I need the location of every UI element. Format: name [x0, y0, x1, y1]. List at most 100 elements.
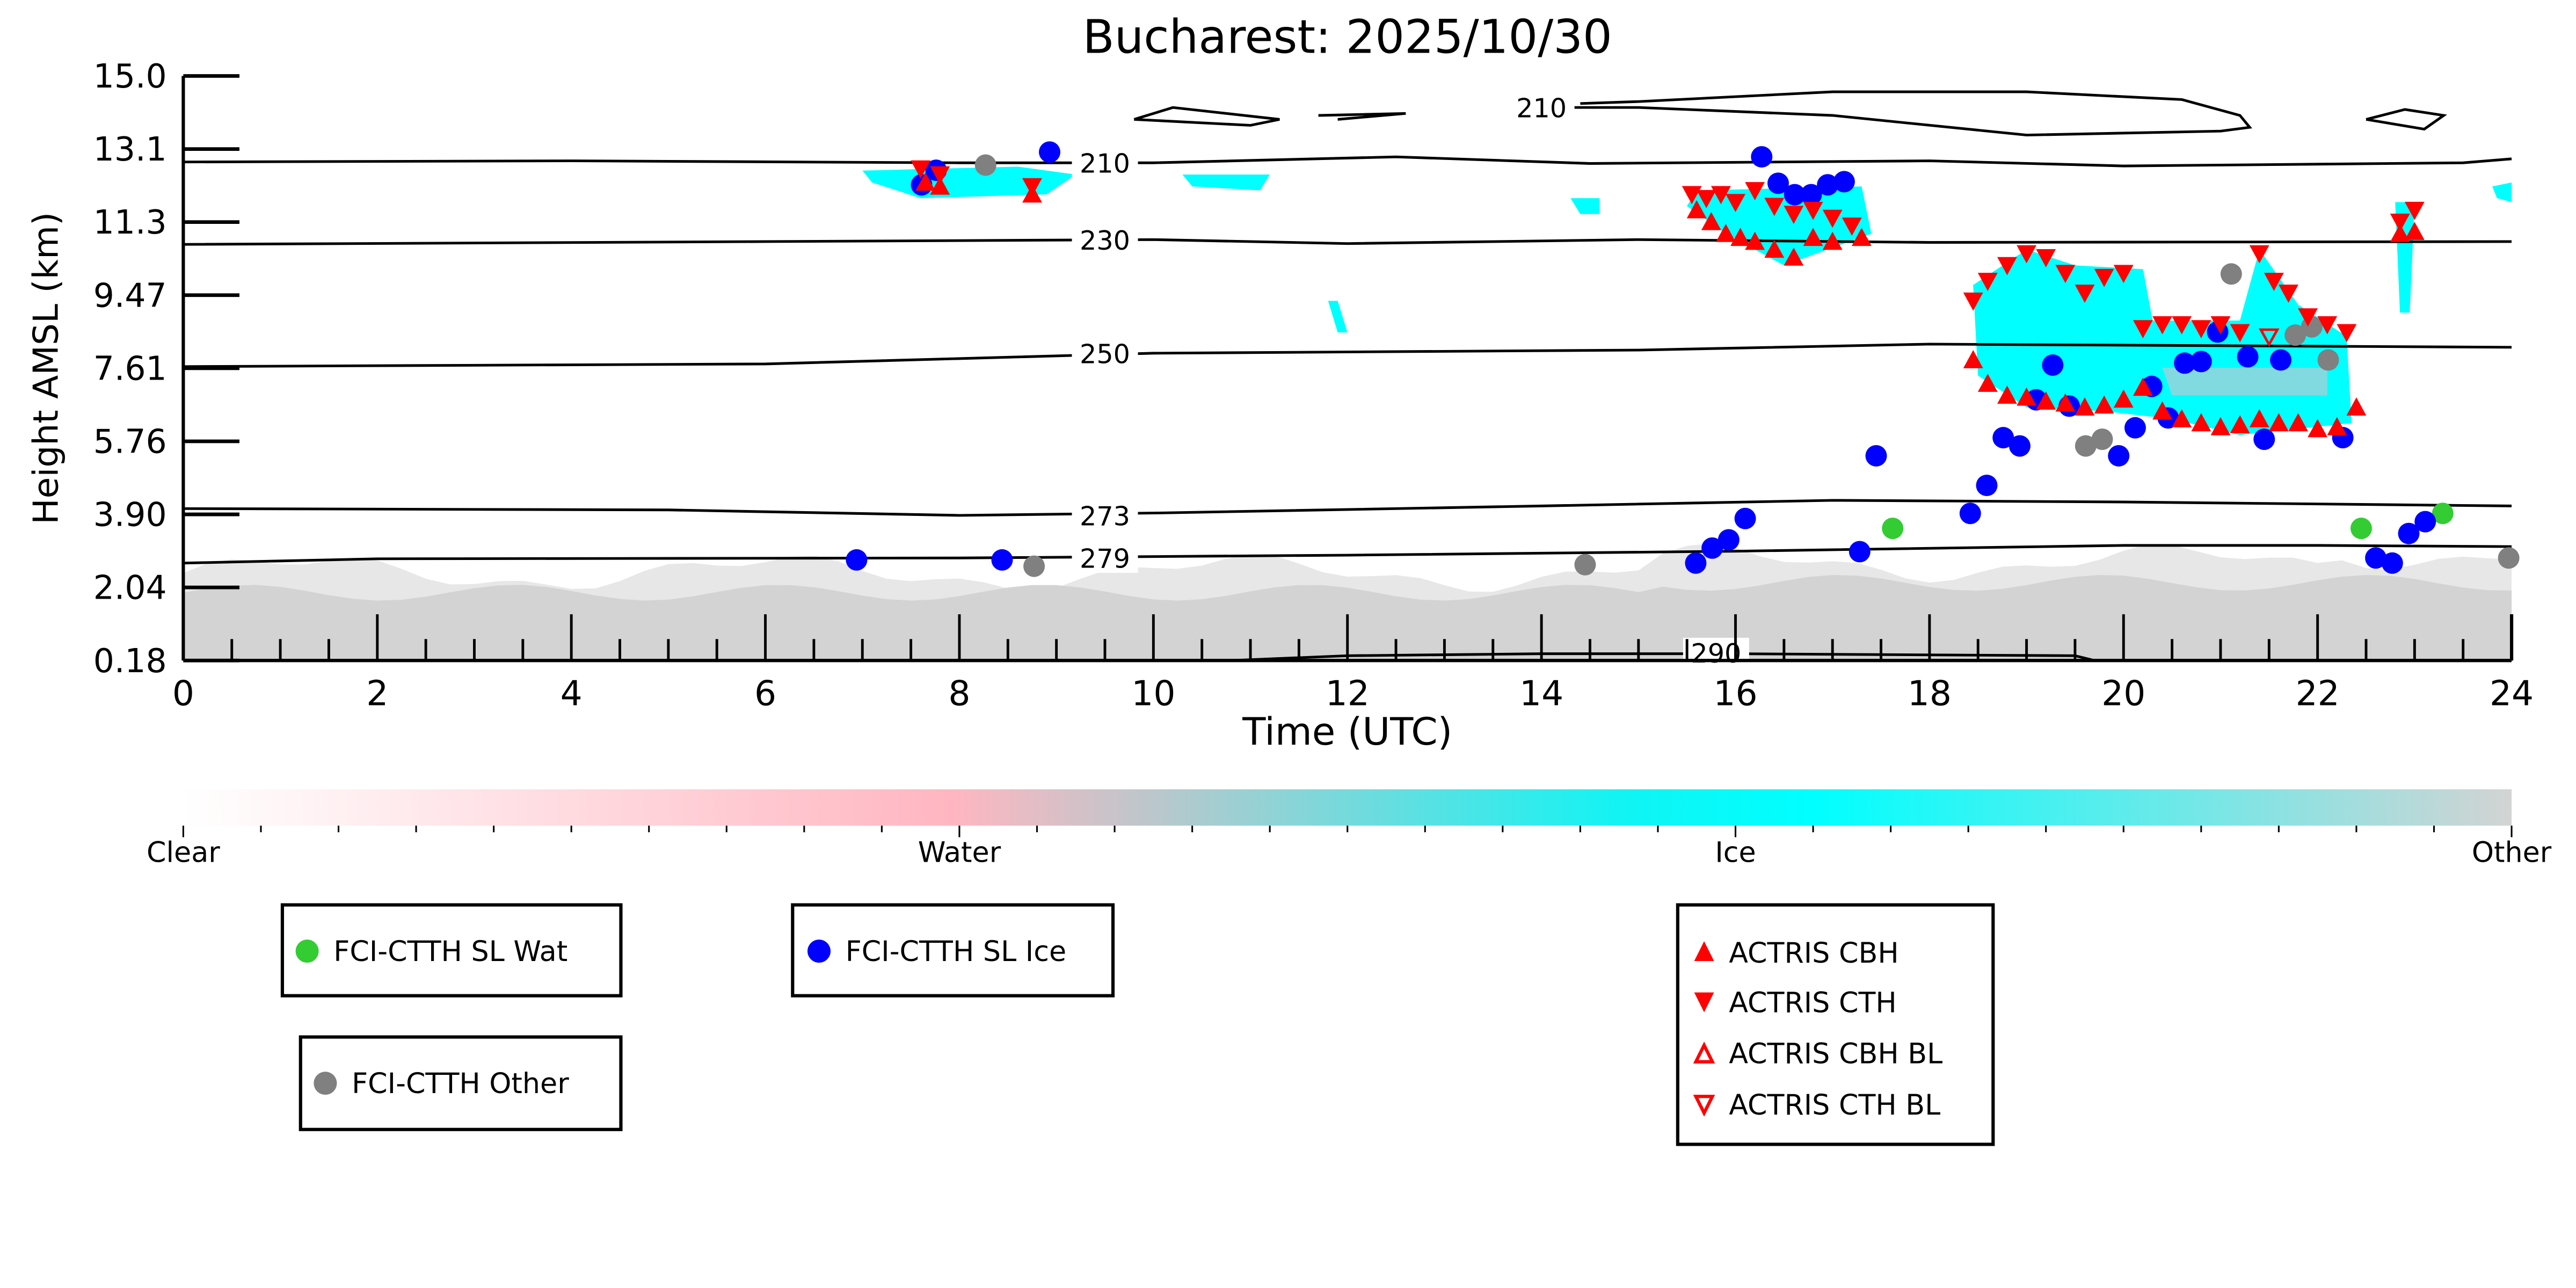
- contour-label-bg: [1683, 637, 1749, 668]
- contour-line: [183, 544, 2512, 565]
- legend-other: FCI-CTTH Other: [299, 1035, 623, 1131]
- legend-actris: ACTRIS CBH ACTRIS CTH ACTRIS CBH BL ACTR…: [1676, 903, 1995, 1146]
- data-point-cth: [2210, 316, 2231, 334]
- data-point-cbh: [1764, 239, 1785, 258]
- data-point-cbh: [1963, 350, 1983, 368]
- data-point-cbh: [1686, 200, 1707, 219]
- legend-label: ACTRIS CTH: [1729, 986, 1897, 1019]
- data-point-cbh: [2075, 397, 2095, 416]
- y-tick-label: 13.1: [93, 130, 167, 169]
- data-point-cth: [2390, 213, 2410, 232]
- legend-marker-cbh: [1694, 941, 1714, 962]
- data-point-cth: [1726, 194, 1745, 213]
- data-point-cbh: [1977, 374, 1998, 392]
- contour-line: [1561, 90, 2252, 137]
- colorbar-label-clear: Clear: [147, 836, 220, 869]
- data-point: [1718, 529, 1740, 551]
- x-tick-label: 18: [1908, 673, 1952, 714]
- data-point-cbh: [2268, 413, 2289, 432]
- legend-marker-wat: [295, 940, 319, 963]
- data-point-cbh: [2113, 389, 2134, 408]
- data-point: [1685, 552, 1707, 574]
- data-point: [2284, 324, 2306, 346]
- data-point: [2498, 547, 2520, 569]
- legend-marker-other: [314, 1072, 337, 1095]
- data-point-cth: [2017, 245, 2037, 264]
- x-tick-label: 20: [2101, 673, 2145, 714]
- data-point-cth: [2152, 316, 2173, 334]
- colorbar-label-other: Other: [2472, 836, 2552, 869]
- data-point-cbh: [2230, 415, 2250, 434]
- colorbar-gradient: [183, 789, 2512, 826]
- data-point-cbh: [2210, 417, 2231, 435]
- data-point-cth: [1977, 273, 1998, 291]
- data-point: [1784, 184, 1806, 206]
- data-point: [1751, 146, 1773, 168]
- legend-label: FCI-CTTH SL Ice: [846, 935, 1066, 968]
- contour-label: 273: [1080, 500, 1130, 532]
- data-point: [1882, 518, 1904, 540]
- data-point-cth: [1822, 209, 1843, 228]
- contour-line: [183, 343, 2512, 368]
- legend-marker-cbh-bl: [1693, 1042, 1715, 1064]
- data-point-cth: [1963, 292, 1983, 311]
- data-point-cbh: [2390, 223, 2410, 242]
- data-point: [2009, 435, 2031, 457]
- data-point-cth: [2172, 316, 2192, 334]
- y-tick-label: 9.47: [93, 276, 167, 315]
- data-point: [2220, 263, 2242, 285]
- data-point-cth: [2055, 265, 2076, 283]
- y-tick-label: 2.04: [93, 569, 167, 607]
- data-point-cbh: [1822, 231, 1843, 250]
- data-point-cth: [1682, 186, 1702, 205]
- x-axis-label: Time (UTC): [1242, 709, 1452, 754]
- legend-label: ACTRIS CBH: [1729, 937, 1898, 970]
- y-tick-label: 5.76: [93, 422, 167, 461]
- data-point: [2174, 352, 2196, 374]
- data-point-cbh: [2327, 417, 2347, 435]
- data-point-cbh: [1745, 231, 1765, 250]
- contour-label-bg: [1072, 338, 1138, 368]
- data-point: [1849, 541, 1871, 563]
- data-point-cbh: [1730, 228, 1750, 246]
- data-point-cth: [1803, 201, 1823, 220]
- contour-label-bg: [1072, 224, 1138, 255]
- data-point-cbh: [1851, 228, 1872, 246]
- contour-label: 210: [1080, 148, 1130, 179]
- data-point: [2381, 552, 2403, 574]
- data-point-cth-bl: [2259, 328, 2280, 347]
- data-point: [2365, 547, 2387, 569]
- data-point-cbh: [2191, 413, 2211, 432]
- data-point-cth: [2249, 245, 2269, 264]
- data-point-cth: [2279, 285, 2298, 303]
- ice-cloud-region: [1328, 301, 1348, 333]
- x-tick-label: 10: [1131, 673, 1175, 714]
- data-point: [2253, 428, 2275, 450]
- x-tick-label: 14: [1519, 673, 1563, 714]
- data-point: [2432, 503, 2454, 525]
- data-point-cth: [2191, 320, 2211, 339]
- data-point-cbh: [2308, 419, 2328, 438]
- contour-line: [183, 238, 2512, 246]
- data-point-cth: [1745, 182, 1765, 200]
- data-point: [2237, 346, 2259, 368]
- chart-title: Bucharest: 2025/10/30: [1083, 10, 1612, 64]
- data-point-cbh: [2152, 401, 2173, 420]
- contour-label: 230: [1080, 225, 1130, 256]
- data-point-cth: [1784, 206, 1804, 224]
- data-point-cth: [2298, 308, 2318, 327]
- data-point-cth: [1764, 198, 1785, 216]
- data-point-cth: [1022, 178, 1042, 197]
- data-point-cbh: [930, 176, 950, 195]
- legend-label: FCI-CTTH SL Wat: [333, 935, 567, 968]
- contour-label-bg: [1072, 148, 1138, 178]
- ice-cloud-region: [1182, 174, 1270, 191]
- contour-line: [1318, 112, 1406, 121]
- data-point-cth: [1696, 190, 1716, 208]
- data-point-cth: [1842, 217, 1862, 236]
- legend-marker-cth: [1694, 992, 1714, 1013]
- data-point-cth: [2264, 273, 2284, 291]
